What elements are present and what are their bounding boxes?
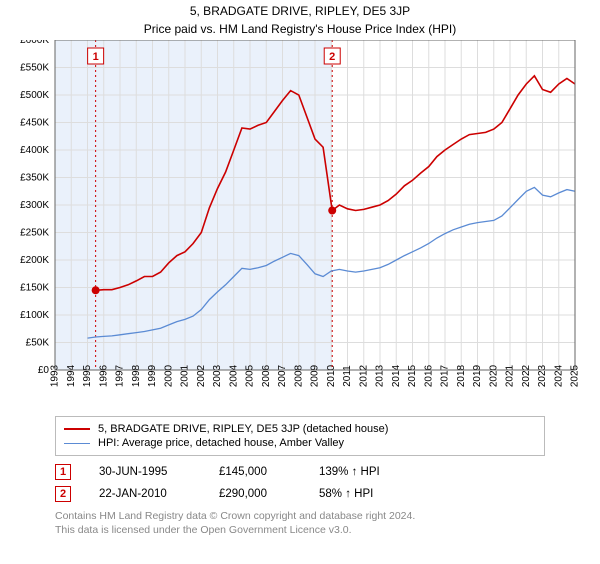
svg-text:2022: 2022 (521, 364, 532, 387)
svg-text:2018: 2018 (456, 364, 467, 387)
legend-item: HPI: Average price, detached house, Ambe… (64, 437, 536, 449)
svg-text:2020: 2020 (488, 364, 499, 387)
svg-text:2: 2 (329, 51, 335, 63)
sale-event-date: 22-JAN-2010 (99, 488, 219, 500)
svg-text:2004: 2004 (228, 364, 239, 387)
svg-text:2014: 2014 (391, 364, 402, 387)
license-line1: Contains HM Land Registry data © Crown c… (55, 510, 545, 524)
svg-text:£250K: £250K (20, 228, 49, 239)
svg-text:£50K: £50K (26, 338, 50, 349)
price-chart: £0 £50K £100K £150K £200K £250K £300K £350K £400… (0, 40, 600, 410)
sale-event-delta: 58% ↑ HPI (319, 488, 373, 500)
license-text: Contains HM Land Registry data © Crown c… (55, 510, 545, 537)
svg-text:2024: 2024 (553, 364, 564, 387)
svg-text:2003: 2003 (212, 364, 223, 387)
svg-text:2011: 2011 (342, 365, 353, 387)
svg-text:2008: 2008 (293, 364, 304, 387)
svg-text:2010: 2010 (326, 364, 337, 387)
svg-text:1995: 1995 (82, 364, 93, 387)
svg-text:2017: 2017 (440, 364, 451, 387)
legend-label: 5, BRADGATE DRIVE, RIPLEY, DE5 3JP (deta… (98, 423, 388, 435)
svg-text:£0: £0 (38, 365, 50, 376)
legend-swatch (64, 443, 90, 444)
sale-event-row: 1 30-JUN-1995£145,000139% ↑ HPI (55, 464, 545, 480)
svg-text:2021: 2021 (505, 364, 516, 387)
svg-text:£100K: £100K (20, 310, 49, 321)
legend-label: HPI: Average price, detached house, Ambe… (98, 437, 344, 449)
svg-text:1998: 1998 (131, 364, 142, 387)
sale-event-price: £145,000 (219, 466, 319, 478)
legend-swatch (64, 428, 90, 430)
svg-text:2005: 2005 (245, 364, 256, 387)
sale-event-price: £290,000 (219, 488, 319, 500)
svg-text:1994: 1994 (66, 364, 77, 387)
legend-item: 5, BRADGATE DRIVE, RIPLEY, DE5 3JP (deta… (64, 423, 536, 435)
svg-text:2002: 2002 (196, 364, 207, 387)
svg-text:£600K: £600K (20, 40, 49, 46)
svg-text:£550K: £550K (20, 63, 49, 74)
page-title-line2: Price paid vs. HM Land Registry's House … (0, 22, 600, 36)
sale-event-tag: 2 (55, 486, 71, 502)
svg-text:2009: 2009 (310, 364, 321, 387)
sale-event-delta: 139% ↑ HPI (319, 466, 380, 478)
svg-text:2019: 2019 (472, 364, 483, 387)
svg-text:£450K: £450K (20, 118, 49, 129)
svg-text:2023: 2023 (537, 364, 548, 387)
legend-box: 5, BRADGATE DRIVE, RIPLEY, DE5 3JP (deta… (55, 416, 545, 456)
sale-event-tag: 1 (55, 464, 71, 480)
svg-text:2001: 2001 (180, 364, 191, 387)
svg-text:2016: 2016 (423, 364, 434, 387)
chart-svg: £0 £50K £100K £150K £200K £250K £300K £350K £400… (0, 40, 600, 410)
sale-event-date: 30-JUN-1995 (99, 466, 219, 478)
svg-text:£200K: £200K (20, 255, 49, 266)
svg-text:1996: 1996 (98, 364, 109, 387)
svg-text:2012: 2012 (358, 364, 369, 387)
svg-text:£400K: £400K (20, 145, 49, 156)
svg-text:£500K: £500K (20, 90, 49, 101)
page-title-line1: 5, BRADGATE DRIVE, RIPLEY, DE5 3JP (0, 4, 600, 18)
svg-text:2007: 2007 (277, 364, 288, 387)
svg-text:1999: 1999 (147, 364, 158, 387)
svg-text:£350K: £350K (20, 173, 49, 184)
svg-text:2000: 2000 (163, 364, 174, 387)
sale-event-row: 2 22-JAN-2010£290,00058% ↑ HPI (55, 486, 545, 502)
svg-text:1997: 1997 (115, 364, 126, 387)
svg-text:1: 1 (93, 51, 99, 63)
svg-text:£300K: £300K (20, 200, 49, 211)
license-line2: This data is licensed under the Open Gov… (55, 524, 545, 538)
svg-text:2006: 2006 (261, 364, 272, 387)
svg-text:£150K: £150K (20, 283, 49, 294)
svg-text:2015: 2015 (407, 364, 418, 387)
svg-text:2013: 2013 (375, 364, 386, 387)
sale-events: 1 30-JUN-1995£145,000139% ↑ HPI 2 22-JAN-20… (55, 464, 545, 502)
